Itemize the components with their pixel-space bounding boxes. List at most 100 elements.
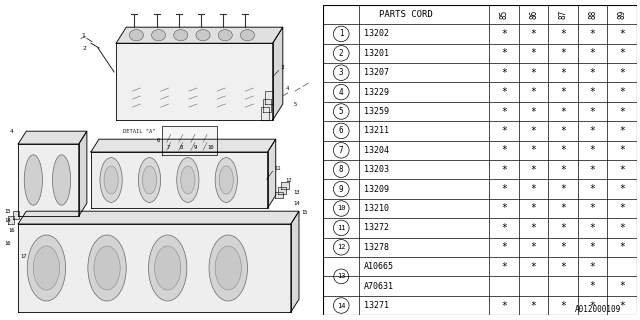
Ellipse shape [104, 166, 118, 194]
Polygon shape [268, 139, 276, 208]
Text: *: * [619, 87, 625, 97]
Text: 16: 16 [8, 228, 15, 233]
Text: *: * [531, 87, 536, 97]
Text: 87: 87 [559, 10, 568, 19]
Text: *: * [619, 165, 625, 175]
Text: 13259: 13259 [364, 107, 389, 116]
Text: 13203: 13203 [364, 165, 389, 174]
Text: *: * [619, 107, 625, 116]
Ellipse shape [180, 166, 195, 194]
Text: *: * [560, 184, 566, 194]
Ellipse shape [241, 29, 255, 41]
Text: 13210: 13210 [364, 204, 389, 213]
Text: 8: 8 [339, 165, 344, 174]
Polygon shape [91, 139, 276, 152]
Polygon shape [260, 107, 269, 120]
Text: 13: 13 [337, 273, 346, 279]
Ellipse shape [143, 166, 157, 194]
Polygon shape [13, 211, 19, 219]
Text: 2: 2 [339, 49, 344, 58]
Text: *: * [501, 68, 507, 78]
Text: *: * [531, 107, 536, 116]
Text: *: * [619, 48, 625, 58]
Ellipse shape [196, 29, 210, 41]
Text: 13: 13 [293, 189, 300, 195]
Ellipse shape [52, 155, 70, 205]
Polygon shape [291, 211, 299, 312]
Ellipse shape [94, 246, 120, 290]
Text: 85: 85 [500, 10, 509, 19]
Text: 7: 7 [339, 146, 344, 155]
Text: *: * [560, 145, 566, 155]
Text: *: * [589, 126, 595, 136]
Text: 8: 8 [180, 145, 183, 150]
Ellipse shape [88, 235, 126, 301]
Text: *: * [619, 184, 625, 194]
Text: *: * [619, 204, 625, 213]
Ellipse shape [129, 29, 143, 41]
Text: *: * [501, 29, 507, 39]
Text: 9: 9 [194, 145, 197, 150]
Text: *: * [531, 242, 536, 252]
Text: *: * [501, 48, 507, 58]
Text: *: * [531, 165, 536, 175]
Text: 13209: 13209 [364, 185, 389, 194]
Text: *: * [501, 242, 507, 252]
Text: *: * [560, 29, 566, 39]
Text: *: * [560, 68, 566, 78]
Text: 5: 5 [339, 107, 344, 116]
Text: 17: 17 [20, 253, 27, 259]
Text: *: * [589, 300, 595, 310]
Text: 15: 15 [301, 210, 307, 215]
Text: *: * [619, 281, 625, 291]
Text: *: * [531, 29, 536, 39]
Text: *: * [619, 68, 625, 78]
Text: *: * [501, 126, 507, 136]
Text: *: * [501, 107, 507, 116]
Text: *: * [560, 87, 566, 97]
Polygon shape [262, 99, 271, 112]
Text: *: * [531, 68, 536, 78]
Text: 13272: 13272 [364, 223, 389, 232]
Text: *: * [619, 145, 625, 155]
Text: 4: 4 [286, 85, 289, 91]
Text: 16: 16 [4, 241, 10, 246]
Ellipse shape [100, 157, 122, 203]
Polygon shape [79, 131, 87, 216]
Text: 6: 6 [157, 138, 160, 143]
Text: 13202: 13202 [364, 29, 389, 38]
Ellipse shape [218, 29, 232, 41]
Ellipse shape [209, 235, 248, 301]
Polygon shape [116, 27, 283, 43]
Text: 10: 10 [207, 145, 214, 150]
Text: *: * [560, 262, 566, 272]
Text: *: * [560, 242, 566, 252]
Text: A10665: A10665 [364, 262, 394, 271]
Text: 13207: 13207 [364, 68, 389, 77]
Text: *: * [531, 126, 536, 136]
Text: *: * [619, 242, 625, 252]
Text: *: * [531, 145, 536, 155]
Text: 86: 86 [529, 10, 538, 19]
Text: *: * [560, 107, 566, 116]
Text: 12: 12 [337, 244, 346, 250]
Ellipse shape [219, 166, 234, 194]
Polygon shape [18, 144, 79, 216]
Text: 3: 3 [339, 68, 344, 77]
Text: *: * [589, 281, 595, 291]
Ellipse shape [154, 246, 180, 290]
Text: *: * [589, 204, 595, 213]
Ellipse shape [152, 29, 166, 41]
Text: *: * [589, 145, 595, 155]
Text: *: * [531, 300, 536, 310]
Text: 1: 1 [339, 29, 344, 38]
Text: *: * [619, 29, 625, 39]
Text: *: * [501, 184, 507, 194]
Ellipse shape [173, 29, 188, 41]
Text: *: * [501, 165, 507, 175]
Text: *: * [589, 165, 595, 175]
Text: *: * [531, 262, 536, 272]
Text: 14: 14 [337, 302, 346, 308]
Ellipse shape [138, 157, 161, 203]
Text: 13201: 13201 [364, 49, 389, 58]
